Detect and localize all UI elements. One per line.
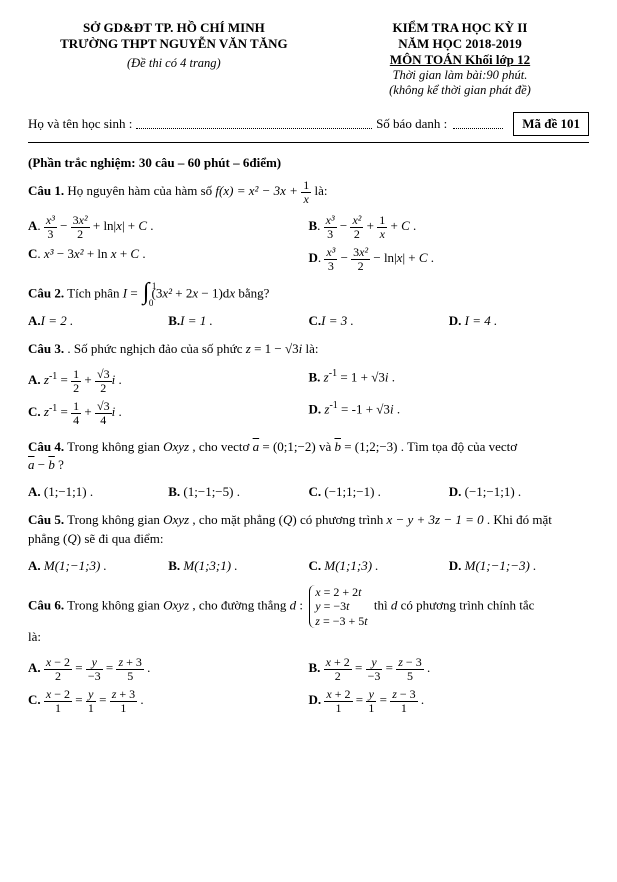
q2-label: Câu 2. — [28, 285, 64, 300]
q6-options: A. x − 22 = y−3 = z + 35 . B. x + 22 = y… — [28, 653, 589, 717]
q1-B: B. x³3 − x²2 + 1x + C . — [309, 211, 590, 243]
header-right: KIỂM TRA HỌC KỲ II NĂM HỌC 2018-2019 MÔN… — [331, 20, 589, 98]
q2-D: D. I = 4 . — [449, 310, 589, 332]
hoten-blank — [136, 118, 372, 129]
q6-D: D. x + 21 = y1 = z − 31 . — [309, 685, 590, 717]
q4-label: Câu 4. — [28, 439, 64, 454]
q2-B: B.I = 1 . — [168, 310, 308, 332]
q5-D: D. M(1;−1;−3) . — [449, 555, 589, 577]
q4-stem: Câu 4. Trong không gian Oxyz , cho vectơ… — [28, 438, 589, 476]
q3-options: A. z-1 = 12 + √32i . B. z-1 = 1 + √3i . … — [28, 365, 589, 429]
title-line-4: Thời gian làm bài:90 phút. — [331, 68, 589, 83]
q2-C: C.I = 3 . — [309, 310, 449, 332]
q1-options: A. x³3 − 3x²2 + ln|x| + C . B. x³3 − x²2… — [28, 211, 589, 275]
sbd-blank — [453, 118, 503, 129]
q1-A: A. x³3 − 3x²2 + ln|x| + C . — [28, 211, 309, 243]
title-line-5: (không kể thời gian phát đề) — [331, 83, 589, 98]
q3-B: B. z-1 = 1 + √3i . — [309, 365, 590, 397]
q6-B: B. x + 22 = y−3 = z − 35 . — [309, 653, 590, 685]
header-left: SỞ GD&ĐT TP. HỒ CHÍ MINH TRƯỜNG THPT NGU… — [28, 20, 320, 98]
q4-options: A. (1;−1;1) . B. (1;−1;−5) . C. (−1;1;−1… — [28, 481, 589, 503]
org-line-1: SỞ GD&ĐT TP. HỒ CHÍ MINH — [28, 20, 320, 36]
label-sbd: Số báo danh : — [376, 116, 447, 132]
title-line-1: KIỂM TRA HỌC KỲ II — [331, 20, 589, 36]
label-hoten: Họ và tên học sinh : — [28, 116, 132, 132]
q2-stem: Câu 2. Tích phân I = 1∫0(3x² + 2x − 1)dx… — [28, 284, 589, 305]
org-line-2: TRƯỜNG THPT NGUYỄN VĂN TĂNG — [28, 36, 320, 52]
q4-D: D. (−1;−1;1) . — [449, 481, 589, 503]
q6-label: Câu 6. — [28, 598, 64, 613]
q5-label: Câu 5. — [28, 512, 64, 527]
q6-A: A. x − 22 = y−3 = z + 35 . — [28, 653, 309, 685]
q2-A: A.I = 2 . — [28, 310, 168, 332]
q5-C: C. M(1;1;3) . — [309, 555, 449, 577]
exam-code: Mã đề 101 — [513, 112, 589, 136]
section-title: (Phần trắc nghiệm: 30 câu – 60 phút – 6đ… — [28, 155, 589, 171]
exam-page: SỞ GD&ĐT TP. HỒ CHÍ MINH TRƯỜNG THPT NGU… — [0, 0, 617, 735]
q5-stem: Câu 5. Trong không gian Oxyz , cho mặt p… — [28, 511, 589, 549]
q5-A: A. M(1;−1;3) . — [28, 555, 168, 577]
q3-A: A. z-1 = 12 + √32i . — [28, 365, 309, 397]
q4-C: C. (−1;1;−1) . — [309, 481, 449, 503]
q3-stem: Câu 3. . Số phức nghịch đảo của số phức … — [28, 340, 589, 359]
header: SỞ GD&ĐT TP. HỒ CHÍ MINH TRƯỜNG THPT NGU… — [28, 20, 589, 98]
q1-stem: Câu 1. Họ nguyên hàm của hàm số f(x) = x… — [28, 179, 589, 205]
divider — [28, 142, 589, 143]
q1-D: D. x³3 − 3x²2 − ln|x| + C . — [309, 243, 590, 275]
q4-A: A. (1;−1;1) . — [28, 481, 168, 503]
title-line-3: MÔN TOÁN Khối lớp 12 — [331, 52, 589, 68]
title-line-2: NĂM HỌC 2018-2019 — [331, 36, 589, 52]
q6-C: C. x − 21 = y1 = z + 31 . — [28, 685, 309, 717]
info-row: Họ và tên học sinh : Số báo danh : Mã đề… — [28, 112, 589, 136]
q2-options: A.I = 2 . B.I = 1 . C.I = 3 . D. I = 4 . — [28, 310, 589, 332]
q1-label: Câu 1. — [28, 183, 64, 198]
q3-C: C. z-1 = 14 + √34i . — [28, 397, 309, 429]
page-count: (Đề thi có 4 trang) — [28, 56, 320, 71]
q3-label: Câu 3. — [28, 341, 64, 356]
q1-C: C. x³ − 3x² + ln x + C . — [28, 243, 309, 275]
q4-B: B. (1;−1;−5) . — [168, 481, 308, 503]
q5-B: B. M(1;3;1) . — [168, 555, 308, 577]
q3-D: D. z-1 = -1 + √3i . — [309, 397, 590, 429]
q6-stem: Câu 6. Trong không gian Oxyz , cho đường… — [28, 585, 589, 647]
q5-options: A. M(1;−1;3) . B. M(1;3;1) . C. M(1;1;3)… — [28, 555, 589, 577]
